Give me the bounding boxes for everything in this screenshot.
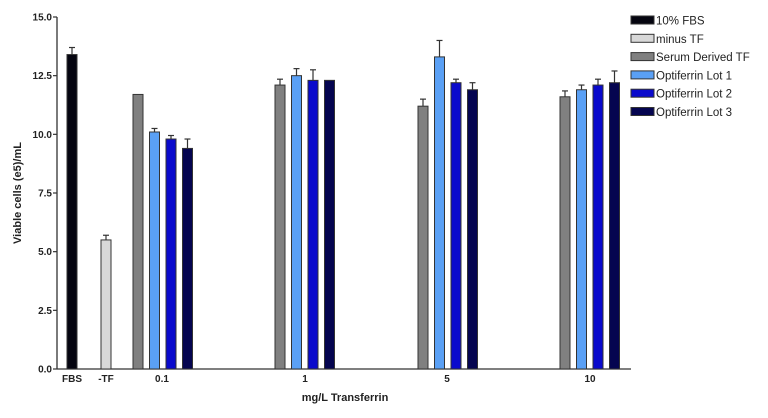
legend-item: Optiferrin Lot 2: [630, 88, 732, 101]
legend-label: Serum Derived TF: [656, 52, 750, 64]
x-tick-label: 5: [444, 374, 450, 385]
legend-swatch: [630, 107, 655, 116]
bar-optiferrin-lot-1: [291, 75, 302, 370]
y-axis: 0.0 2.5 5.0 7.5 10.0 12.5 15.0: [33, 13, 58, 376]
x-tick-label: 10: [584, 374, 596, 385]
legend-swatch: [630, 33, 655, 43]
y-tick-label: 5.0: [38, 247, 52, 258]
y-tick-label: 15.0: [33, 13, 53, 24]
legend-label: Optiferrin Lot 2: [656, 89, 732, 101]
bar-optiferrin-lot-1: [576, 89, 587, 370]
legend-swatch: [630, 15, 655, 25]
bar-optiferrin-lot-3: [324, 79, 335, 370]
bar-optiferrin-lot-2: [307, 79, 319, 370]
legend-swatch: [630, 88, 655, 98]
legend-item: Serum Derived TF: [630, 52, 750, 64]
y-tick-label: 12.5: [33, 71, 53, 82]
legend-swatch: [630, 70, 655, 80]
legend-label: Optiferrin Lot 1: [656, 70, 732, 82]
legend-item: 10% FBS: [630, 15, 705, 28]
bar-optiferrin-lot-3: [609, 82, 620, 370]
y-tick-label: 10.0: [33, 130, 53, 141]
bar-optiferrin-lot-1: [149, 131, 160, 370]
bar-serum-derived-tf: [274, 84, 286, 370]
y-tick-label: 2.5: [38, 306, 52, 317]
legend-item: Optiferrin Lot 3: [630, 107, 732, 119]
y-tick-label: 0.0: [38, 365, 52, 376]
x-axis: FBS -TF 0.1 1 5 10: [57, 368, 631, 385]
legend-item: minus TF: [630, 33, 704, 46]
x-tick-label: 0.1: [155, 374, 169, 385]
bar-serum-derived-tf: [559, 96, 571, 370]
legend-item: Optiferrin Lot 1: [630, 70, 732, 82]
bar-10-fbs: [66, 54, 78, 370]
bar-serum-derived-tf: [132, 93, 144, 370]
bar-optiferrin-lot-3: [467, 89, 478, 370]
legend-swatch: [630, 52, 655, 62]
y-tick-label: 7.5: [38, 189, 52, 200]
bar-optiferrin-lot-1: [434, 56, 445, 370]
bar-optiferrin-lot-3: [182, 147, 193, 370]
bar-serum-derived-tf: [417, 105, 429, 370]
bar-optiferrin-lot-2: [450, 82, 462, 370]
x-tick-label: FBS: [62, 374, 82, 385]
y-axis-label: Viable cells (e5)/mL: [12, 142, 24, 244]
bar-optiferrin-lot-2: [165, 138, 177, 370]
x-axis-label: mg/L Transferrin: [302, 392, 389, 404]
bar-optiferrin-lot-2: [592, 84, 604, 370]
x-tick-label: -TF: [98, 374, 114, 385]
legend: 10% FBS minus TF Serum Derived TF Optiferri…: [630, 15, 750, 119]
legend-label: minus TF: [656, 34, 704, 46]
bar-minus-tf: [100, 239, 112, 370]
legend-label: Optiferrin Lot 3: [656, 107, 732, 119]
legend-label: 10% FBS: [656, 16, 705, 28]
bars: [66, 39, 620, 370]
x-tick-label: 1: [302, 374, 308, 385]
